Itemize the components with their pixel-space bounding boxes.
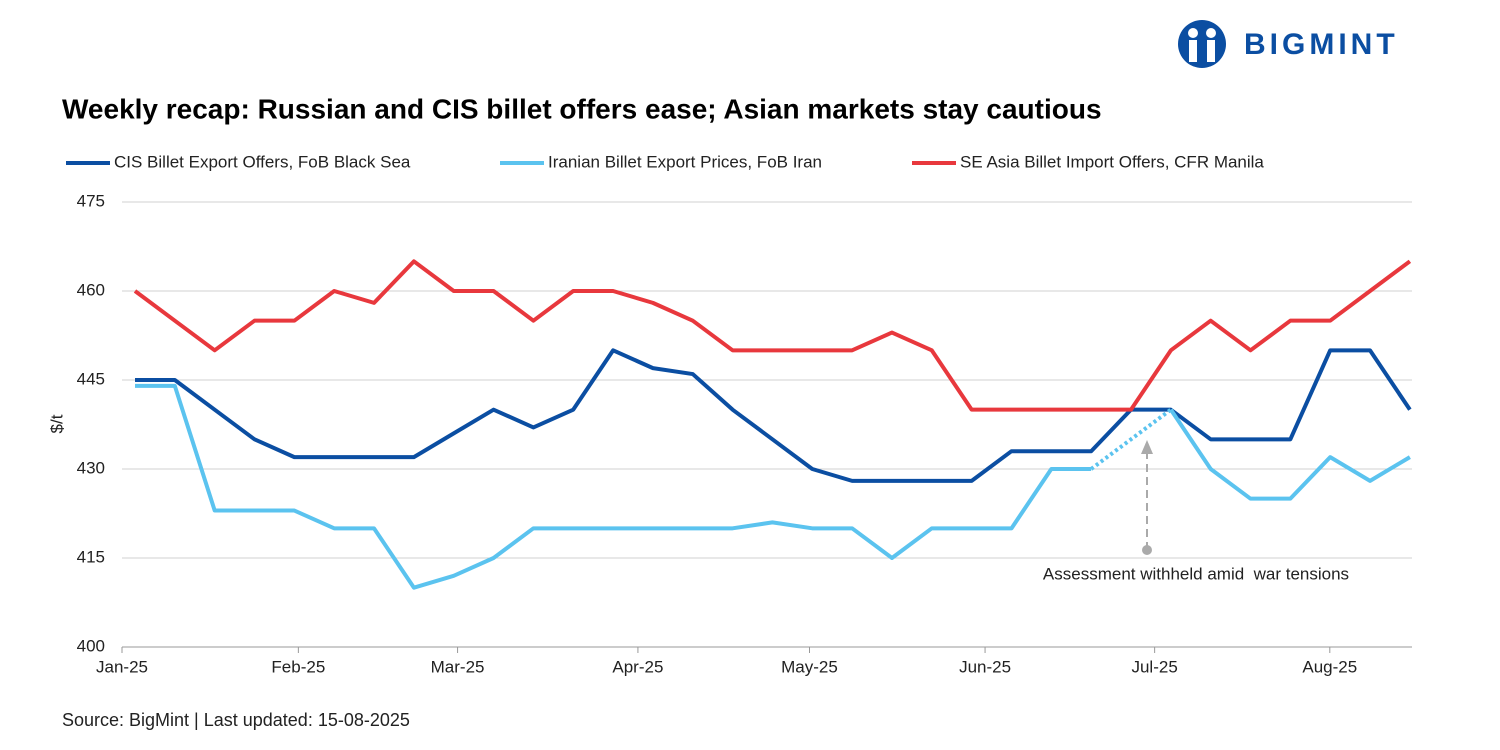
y-tick-label: 415 [77, 547, 105, 566]
x-tick-label: Jan-25 [96, 657, 148, 676]
series-line [135, 348, 1412, 483]
annotation-arrowhead [1141, 440, 1153, 454]
x-tick-label: Aug-25 [1302, 657, 1357, 676]
y-tick-label: 400 [77, 636, 105, 655]
series-line [1169, 408, 1411, 501]
legend-label: Iranian Billet Export Prices, FoB Iran [548, 152, 822, 171]
y-tick-label: 445 [77, 369, 105, 388]
gap-connector [1089, 408, 1173, 471]
chart-title: Weekly recap: Russian and CIS billet off… [62, 93, 1102, 124]
y-tick-label: 475 [77, 191, 105, 210]
y-tick-label: 430 [77, 458, 105, 477]
legend-label: CIS Billet Export Offers, FoB Black Sea [114, 152, 411, 171]
y-tick-label: 460 [77, 280, 105, 299]
series-line [133, 259, 1412, 412]
x-tick-label: Apr-25 [612, 657, 663, 676]
annotation-dot [1142, 545, 1152, 555]
x-tick-label: Jul-25 [1131, 657, 1177, 676]
y-axis-label: $/t [47, 414, 66, 433]
legend-label: SE Asia Billet Import Offers, CFR Manila [960, 152, 1264, 171]
source: Source: BigMint | Last updated: 15-08-20… [62, 710, 410, 730]
logo-icon [1178, 20, 1226, 68]
x-tick-label: May-25 [781, 657, 838, 676]
annotation: Assessment withheld amid war tensions [1043, 564, 1349, 583]
logo-text: BIGMINT [1244, 28, 1399, 61]
x-tick-label: Jun-25 [959, 657, 1011, 676]
series-line [135, 383, 1092, 590]
x-tick-label: Mar-25 [431, 657, 485, 676]
x-tick-label: Feb-25 [271, 657, 325, 676]
